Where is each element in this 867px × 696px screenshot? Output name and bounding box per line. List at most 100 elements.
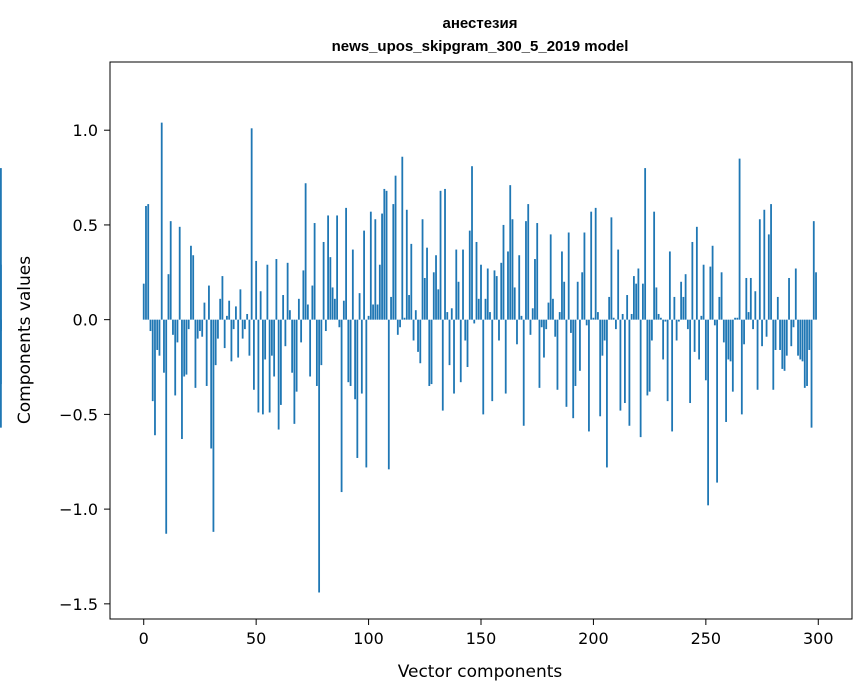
bar-194 bbox=[579, 319, 581, 371]
bar-48 bbox=[250, 128, 253, 320]
bar-217 bbox=[630, 313, 633, 320]
bar-225 bbox=[648, 319, 651, 392]
bar-266 bbox=[740, 319, 743, 415]
bar-175 bbox=[536, 223, 539, 320]
bar-183 bbox=[554, 319, 557, 337]
bar-116 bbox=[403, 317, 406, 320]
bar-192 bbox=[574, 319, 577, 386]
bar-235 bbox=[671, 319, 674, 432]
x-tick-label: 100 bbox=[353, 629, 384, 648]
bar-101 bbox=[369, 211, 372, 320]
bar-129 bbox=[432, 272, 435, 320]
bar-274 bbox=[758, 219, 761, 320]
bar-292 bbox=[799, 319, 802, 360]
bar-169 bbox=[522, 319, 525, 426]
bar-107 bbox=[383, 188, 386, 320]
bar-100 bbox=[367, 315, 370, 320]
plot-frame bbox=[109, 61, 853, 620]
bar-59 bbox=[275, 259, 278, 320]
bar-170 bbox=[525, 221, 527, 320]
bar-85 bbox=[333, 298, 336, 320]
bar-2 bbox=[147, 204, 150, 320]
bar-83 bbox=[329, 257, 332, 320]
bar-26 bbox=[201, 319, 204, 337]
bar-135 bbox=[446, 312, 449, 320]
bar-0 bbox=[142, 283, 145, 320]
bar-41 bbox=[235, 306, 237, 320]
bar-18 bbox=[183, 319, 186, 377]
bar-93 bbox=[351, 249, 354, 320]
bar-16 bbox=[178, 226, 181, 320]
bar-165 bbox=[513, 287, 516, 320]
bar-92 bbox=[349, 319, 352, 386]
bar-201 bbox=[594, 207, 597, 320]
bar-295 bbox=[806, 319, 808, 386]
bar-109 bbox=[387, 319, 390, 470]
bar-49 bbox=[253, 319, 255, 390]
bar-253 bbox=[711, 245, 714, 320]
bar-21 bbox=[190, 245, 192, 320]
bar-261 bbox=[729, 319, 732, 362]
bar-124 bbox=[421, 219, 424, 320]
bar-260 bbox=[727, 319, 730, 360]
bar-209 bbox=[612, 317, 615, 320]
bar-185 bbox=[558, 312, 561, 320]
bar-156 bbox=[493, 270, 496, 320]
bar-188 bbox=[565, 319, 568, 407]
bar-252 bbox=[709, 266, 712, 320]
bar-290 bbox=[794, 268, 797, 320]
bar-291 bbox=[797, 319, 799, 356]
bar-153 bbox=[486, 268, 489, 320]
bar-224 bbox=[646, 319, 649, 396]
bar-36 bbox=[223, 319, 226, 349]
bar-277 bbox=[765, 319, 768, 337]
bar-228 bbox=[655, 287, 658, 320]
bar-115 bbox=[401, 156, 404, 320]
bar-77 bbox=[315, 319, 318, 386]
bar-275 bbox=[761, 319, 763, 347]
bar-182 bbox=[552, 298, 554, 320]
bar-14 bbox=[174, 319, 177, 396]
bar-214 bbox=[624, 319, 626, 404]
bar-55 bbox=[266, 264, 269, 320]
bar-147 bbox=[473, 319, 476, 324]
chart-subtitle: news_upos_skipgram_300_5_2019 model bbox=[332, 38, 629, 55]
bar-68 bbox=[295, 319, 298, 392]
bar-177 bbox=[540, 319, 543, 328]
bar-148 bbox=[475, 241, 478, 320]
bar-166 bbox=[516, 319, 518, 345]
bar-133 bbox=[441, 319, 444, 411]
bar-264 bbox=[736, 317, 739, 320]
y-axis-ticks: −1.5 −1.0 −0.5 0.0 0.5 1.0 bbox=[59, 121, 110, 614]
bar-219 bbox=[635, 283, 638, 320]
bar-146 bbox=[471, 166, 473, 320]
bar-230 bbox=[659, 317, 662, 320]
y-tick-label: 0.0 bbox=[73, 311, 98, 330]
bar-112 bbox=[394, 175, 397, 320]
bar-104 bbox=[376, 304, 379, 320]
bar-undefined bbox=[0, 319, 2, 332]
bar-81 bbox=[324, 319, 327, 332]
bar-216 bbox=[628, 319, 631, 426]
bar-227 bbox=[653, 211, 656, 320]
bar-44 bbox=[241, 319, 244, 339]
bar-10 bbox=[165, 319, 168, 534]
bar-205 bbox=[603, 319, 606, 341]
bar-234 bbox=[668, 251, 671, 320]
bar-237 bbox=[675, 319, 678, 341]
bar-29 bbox=[208, 285, 210, 320]
bar-280 bbox=[772, 319, 775, 390]
bar-88 bbox=[340, 319, 343, 493]
bar-155 bbox=[491, 319, 494, 402]
bar-72 bbox=[304, 183, 307, 320]
bar-132 bbox=[439, 190, 442, 320]
bar-279 bbox=[770, 204, 772, 320]
bar-110 bbox=[390, 296, 392, 320]
bar-61 bbox=[279, 319, 282, 405]
bar-97 bbox=[360, 319, 363, 394]
bar-62 bbox=[282, 295, 285, 320]
bar-287 bbox=[788, 277, 790, 320]
x-tick-label: 250 bbox=[691, 629, 722, 648]
x-tick-label: 150 bbox=[466, 629, 497, 648]
bar-294 bbox=[803, 319, 806, 388]
